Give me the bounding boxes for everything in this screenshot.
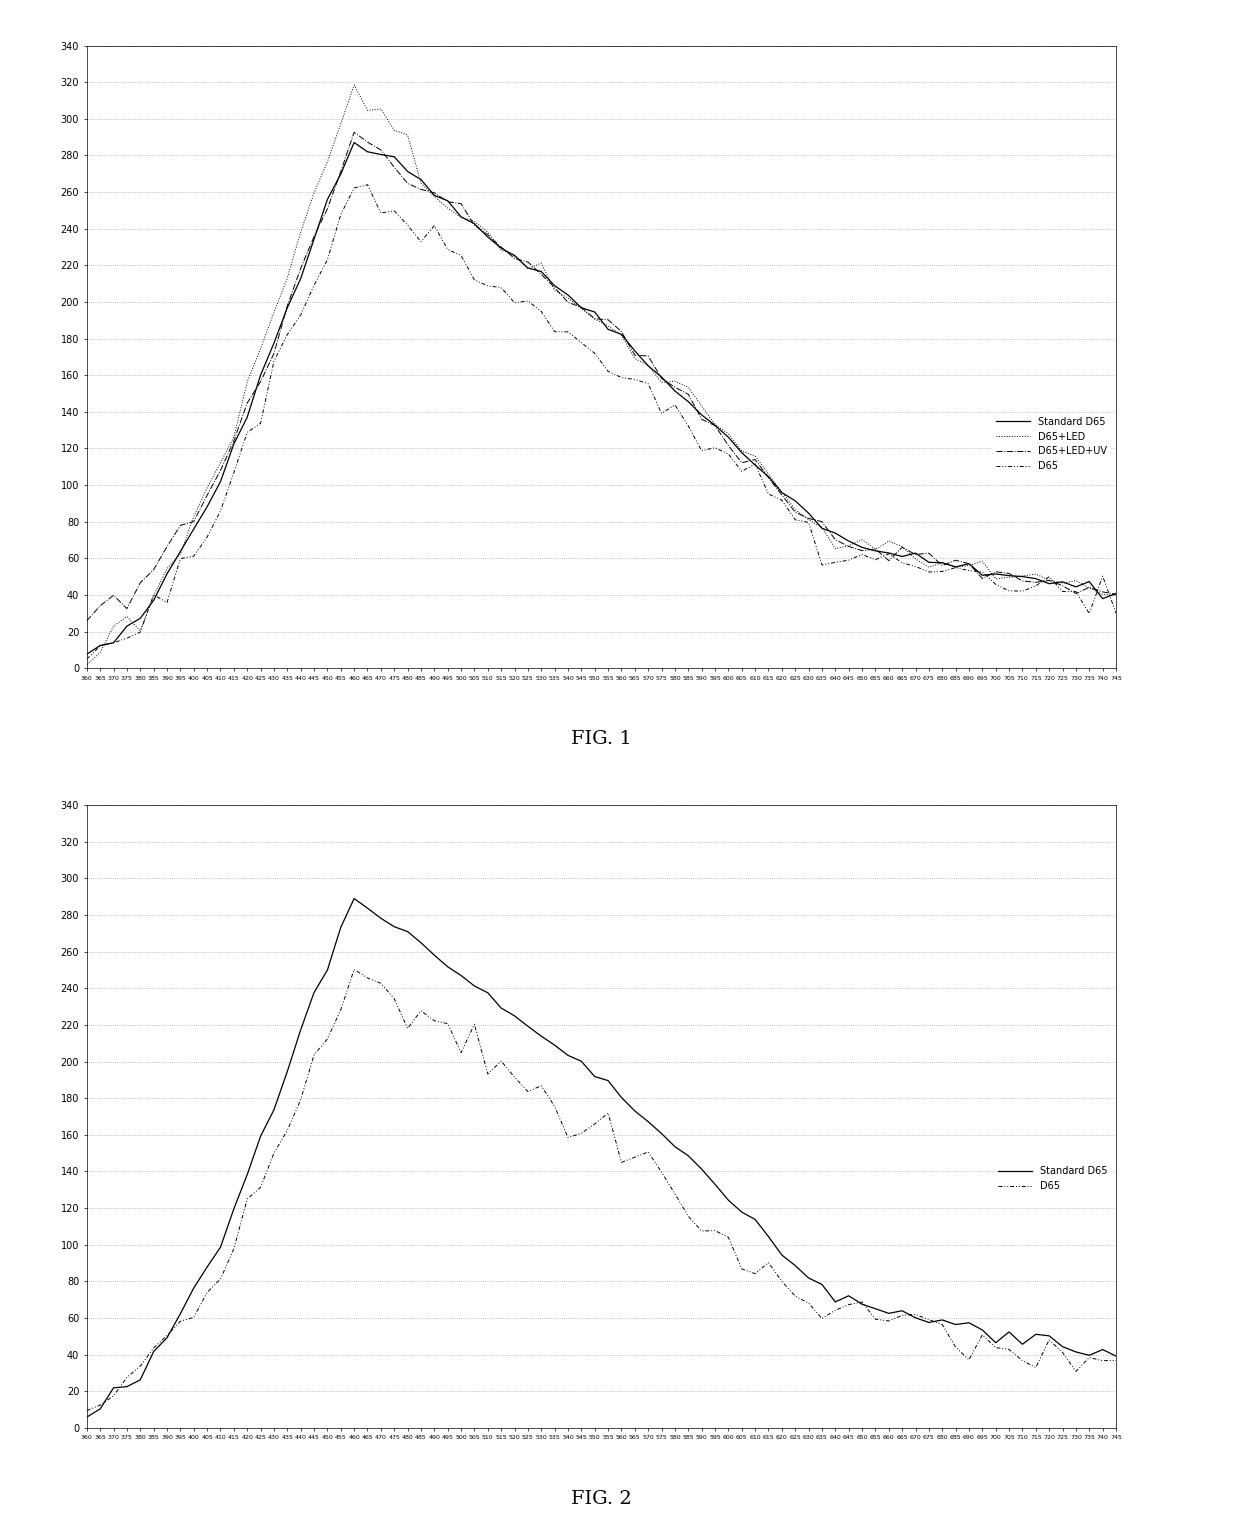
Text: FIG. 2: FIG. 2	[572, 1490, 631, 1508]
Legend: Standard D65, D65+LED, D65+LED+UV, D65: Standard D65, D65+LED, D65+LED+UV, D65	[992, 413, 1111, 475]
Text: FIG. 1: FIG. 1	[572, 731, 631, 749]
Legend: Standard D65, D65: Standard D65, D65	[994, 1162, 1111, 1195]
